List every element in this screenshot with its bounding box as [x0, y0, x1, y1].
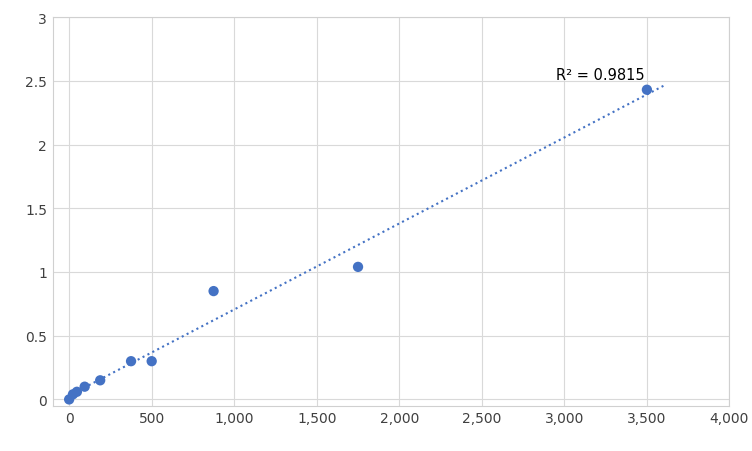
Point [79, 383, 91, 391]
Point [94, 377, 106, 384]
Text: R² = 0.9815: R² = 0.9815 [556, 68, 644, 83]
Point [146, 358, 158, 365]
Point [352, 264, 364, 271]
Point [208, 288, 220, 295]
Point [125, 358, 137, 365]
Point [71, 388, 83, 396]
Point [67, 391, 79, 398]
Point [641, 87, 653, 94]
Point [63, 396, 75, 403]
